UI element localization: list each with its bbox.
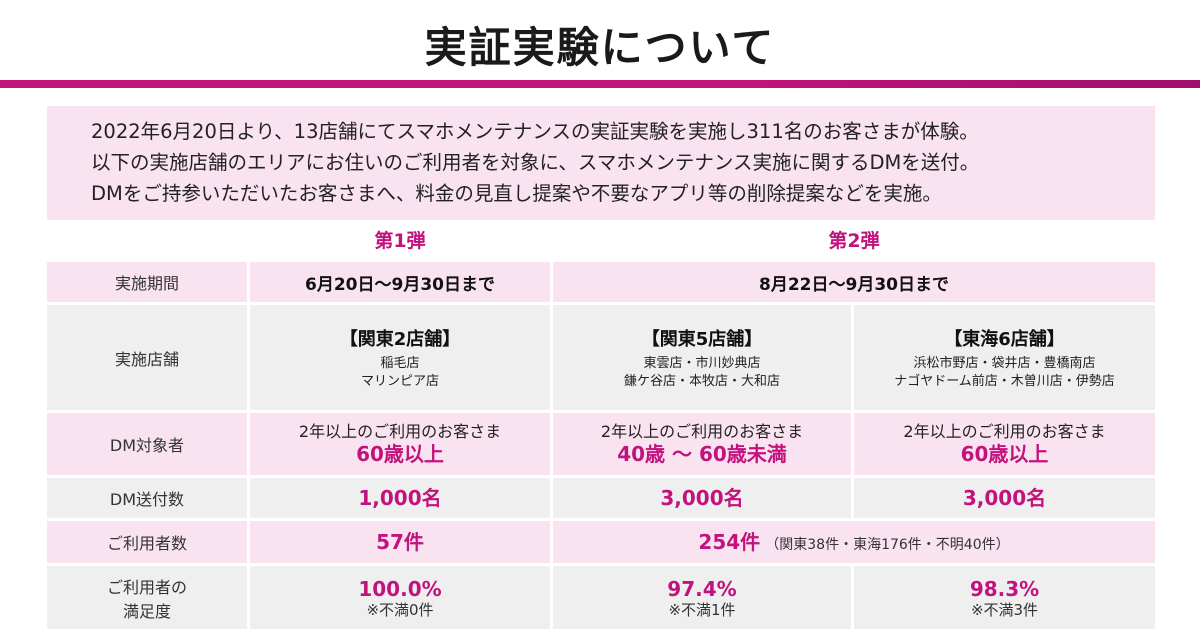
dm-target-text: 2年以上のご利用のお客さま: [298, 422, 502, 441]
dm-target-cell: 2年以上のご利用のお客さま 60歳以上: [854, 413, 1156, 478]
page-title: 実証実験について: [424, 23, 776, 72]
row-header-line: ご利用者の: [106, 577, 187, 597]
intro-line: 2022年6月20日より、13店舗にてスマホメンテナンスの実証実験を実施し311…: [91, 120, 979, 143]
region-label: 【関東2店舗】: [339, 328, 461, 350]
period-wave-1: 6月20日～9月30日まで: [250, 262, 553, 305]
region-label: 【東海6店舗】: [944, 328, 1065, 350]
row-header-users: ご利用者数: [47, 521, 250, 566]
users-wave-2-detail: （関東38件・東海176件・不明40件）: [765, 537, 1010, 553]
table-row-satisfaction: ご利用者の 満足度 100.0% ※不満0件 97.4% ※不満1件 98.3%…: [47, 566, 1156, 632]
store-list-line: 浜松市野店・袋井店・豊橋南店: [913, 355, 1096, 371]
dm-count-cell: 3,000名: [553, 478, 854, 521]
row-header-dm-target: DM対象者: [47, 413, 250, 478]
satisfaction-note: ※不満0件: [366, 600, 434, 619]
wave-1-heading: 第1弾: [374, 230, 426, 252]
dm-target-age: 60歳以上: [960, 442, 1049, 466]
stores-cell-tokai6: 【東海6店舗】 浜松市野店・袋井店・豊橋南店 ナゴヤドーム前店・木曽川店・伊勢店: [854, 305, 1156, 413]
satisfaction-cell: 98.3% ※不満3件: [854, 566, 1156, 632]
stores-cell-kanto5: 【関東5店舗】 東雲店・市川妙典店 鎌ケ谷店・本牧店・大和店: [553, 305, 854, 413]
table-row-stores: 実施店舗 【関東2店舗】 稲毛店 マリンピア店 【関東5店舗】 東雲店・市川妙典…: [47, 305, 1156, 413]
dm-count-cell: 1,000名: [250, 478, 553, 521]
satisfaction-cell: 97.4% ※不満1件: [553, 566, 854, 632]
satisfaction-value: 98.3%: [969, 576, 1040, 601]
dm-target-age: 60歳以上: [356, 442, 444, 466]
experiment-table: 実施期間 6月20日～9月30日まで 8月22日～9月30日まで 実施店舗 【関…: [47, 262, 1156, 632]
table-row-period: 実施期間 6月20日～9月30日まで 8月22日～9月30日まで: [47, 262, 1156, 305]
intro-line: 以下の実施店舗のエリアにお住いのご利用者を対象に、スマホメンテナンス実施に関する…: [91, 151, 980, 174]
dm-target-age: 40歳 ～ 60歳未満: [617, 442, 787, 466]
store-list-line: 稲毛店: [380, 355, 420, 371]
satisfaction-value: 100.0%: [358, 576, 442, 601]
row-header-line: 満足度: [122, 601, 171, 621]
table-row-users: ご利用者数 57件 254件 （関東38件・東海176件・不明40件）: [47, 521, 1156, 566]
users-wave-1: 57件: [250, 521, 553, 566]
row-header-stores: 実施店舗: [47, 305, 250, 413]
region-label: 【関東5店舗】: [641, 328, 763, 350]
store-list-line: 東雲店・市川妙典店: [643, 355, 761, 371]
row-header-period: 実施期間: [47, 262, 250, 305]
users-wave-2-cell: 254件 （関東38件・東海176件・不明40件）: [553, 521, 1156, 566]
intro-line: DMをご持参いただいたお客さまへ、料金の見直し提案や不要なアプリ等の削除提案など…: [91, 182, 942, 205]
wave-2-heading: 第2弾: [828, 230, 880, 252]
store-list-line: ナゴヤドーム前店・木曽川店・伊勢店: [894, 373, 1115, 389]
satisfaction-cell: 100.0% ※不満0件: [250, 566, 553, 632]
row-header-satisfaction: ご利用者の 満足度: [47, 566, 250, 632]
dm-count-cell: 3,000名: [854, 478, 1156, 521]
period-wave-2: 8月22日～9月30日まで: [553, 262, 1156, 305]
dm-target-text: 2年以上のご利用のお客さま: [600, 422, 804, 441]
table-row-dm-count: DM送付数 1,000名 3,000名 3,000名: [47, 478, 1156, 521]
users-wave-2-count: 254件: [698, 530, 761, 554]
title-underline: [0, 80, 1200, 88]
satisfaction-note: ※不満3件: [970, 600, 1039, 619]
row-header-dm-count: DM送付数: [47, 478, 250, 521]
satisfaction-value: 97.4%: [667, 576, 737, 601]
dm-target-cell: 2年以上のご利用のお客さま 60歳以上: [250, 413, 553, 478]
dm-target-text: 2年以上のご利用のお客さま: [903, 422, 1106, 441]
dm-target-cell: 2年以上のご利用のお客さま 40歳 ～ 60歳未満: [553, 413, 854, 478]
store-list-line: マリンピア店: [360, 373, 439, 389]
stores-cell-kanto2: 【関東2店舗】 稲毛店 マリンピア店: [250, 305, 553, 413]
table-row-dm-target: DM対象者 2年以上のご利用のお客さま 60歳以上 2年以上のご利用のお客さま …: [47, 413, 1156, 478]
store-list-line: 鎌ケ谷店・本牧店・大和店: [623, 373, 780, 389]
intro-box: 2022年6月20日より、13店舗にてスマホメンテナンスの実証実験を実施し311…: [47, 106, 1155, 220]
satisfaction-note: ※不満1件: [668, 600, 736, 619]
